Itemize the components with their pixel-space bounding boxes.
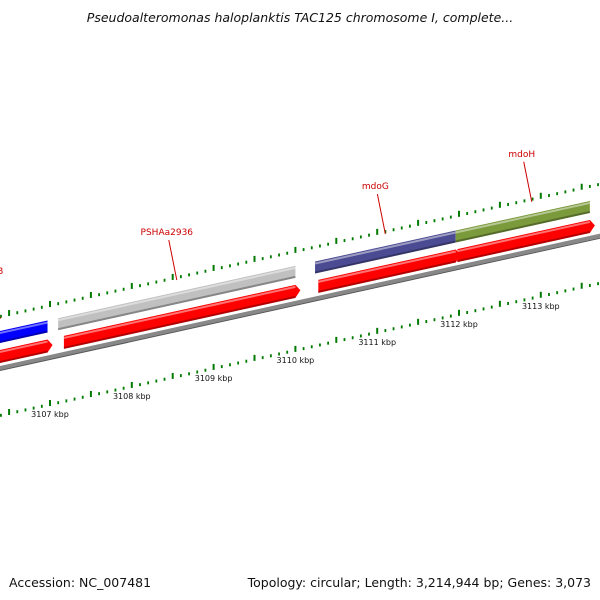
gene-label-mdog: mdoG [362,182,389,192]
cds-arrow-3 [318,249,461,293]
cds-arrow-4 [457,219,595,263]
gene-hemb-shade [0,330,48,344]
axis-label-3110: 3110 kbp [277,356,315,365]
cds-arrow-1-highlight [0,340,48,354]
gene-mdoh [455,200,590,243]
cds-arrow-2-shade [63,295,296,349]
callout-pshaa2936 [168,239,178,281]
tick-layer [0,183,599,417]
gene-mdog [315,230,456,274]
gene-label-pshaa2936: PSHAa2936 [141,228,194,238]
gene-hemb [0,320,48,344]
gene-mdoh-highlight [455,201,591,234]
axis-label-3111: 3111 kbp [358,338,396,347]
axis-label-3107: 3107 kbp [31,410,69,419]
gene-pshaa2936-highlight [57,266,296,322]
cds-arrow-2 [63,284,301,349]
callout-mdoh [523,161,533,202]
chromosome-backbone [0,233,600,371]
gene-mdog-highlight [314,231,456,265]
cds-arrow-4-highlight [457,220,591,253]
callout-mdog [376,193,386,235]
cds-arrow-3-shade [318,260,456,293]
gene-label-hemb: hemB [0,267,3,277]
backbone-layer [0,233,600,372]
axis-label-3112: 3112 kbp [440,320,478,329]
map-title: Pseudoalteromonas haloplanktis TAC125 ch… [86,10,514,25]
cds-arrow-4-shade [457,230,591,263]
axis-label-3113: 3113 kbp [522,302,560,311]
label-layer: 3107 kbp 3108 kbp 3109 kbp 3110 kbp 3111 kbp… [0,150,560,419]
gene-layer [0,200,591,344]
cds-arrow-1-shade [0,350,48,364]
gene-pshaa2936-shade [57,275,296,331]
gene-pshaa2936 [58,265,296,331]
gene-mdog-shade [314,240,456,274]
cds-arrow-3-highlight [318,250,456,283]
axis-label-3109: 3109 kbp [195,374,233,383]
cds-arrow-2-highlight [63,285,296,339]
chromosome-backbone-shadow [0,237,600,372]
axis-label-3108: 3108 kbp [113,392,151,401]
accession-text: Accession: NC_007481 [9,575,152,590]
genome-summary-text: Topology: circular; Length: 3,214,944 bp… [247,575,591,590]
gene-hemb-highlight [0,321,48,335]
gene-label-mdoh: mdoH [508,150,535,160]
cds-layer [0,219,595,364]
gene-mdoh-shade [455,210,591,243]
cds-arrow-1 [0,339,53,364]
